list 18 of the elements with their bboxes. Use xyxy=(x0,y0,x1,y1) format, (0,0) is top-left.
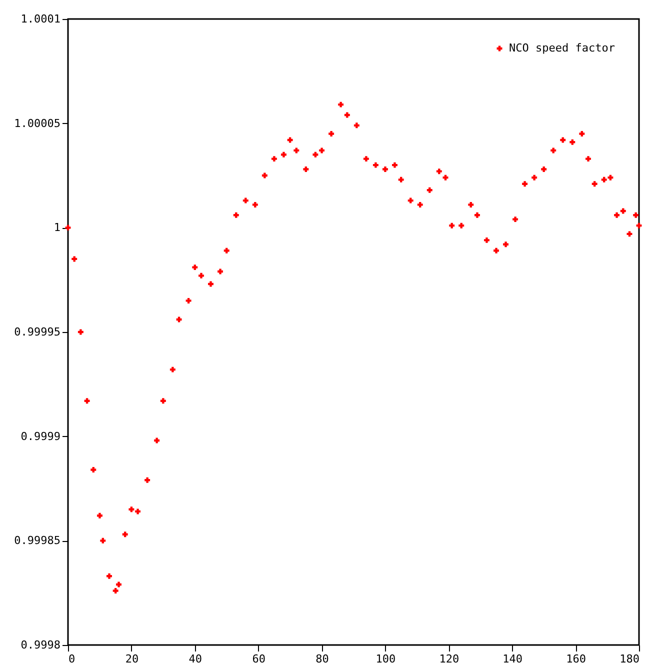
y-tick-label: 1.0001 xyxy=(20,12,60,26)
legend-label: NCO speed factor xyxy=(509,42,616,54)
x-tick-label: 180 xyxy=(620,652,640,666)
y-tick-label: 0.99995 xyxy=(14,326,60,338)
y-tick-label: 0.99985 xyxy=(14,534,60,548)
x-tick-label: 0 xyxy=(68,652,76,666)
x-tick-label: 40 xyxy=(188,652,202,666)
x-tick-label: 60 xyxy=(252,652,266,666)
y-tick-label: 1 xyxy=(54,221,60,234)
y-tick-label: 0.9999 xyxy=(20,430,60,443)
x-tick-label: 20 xyxy=(125,652,139,666)
x-tick-label: 120 xyxy=(439,652,460,666)
x-tick-label: 100 xyxy=(376,652,396,666)
x-tick-label: 160 xyxy=(566,652,586,666)
x-tick-label: 140 xyxy=(502,652,523,666)
x-tick-label: 80 xyxy=(316,652,329,666)
y-tick-label: 1.00005 xyxy=(14,116,60,130)
y-tick-label: 0.9998 xyxy=(20,638,60,652)
